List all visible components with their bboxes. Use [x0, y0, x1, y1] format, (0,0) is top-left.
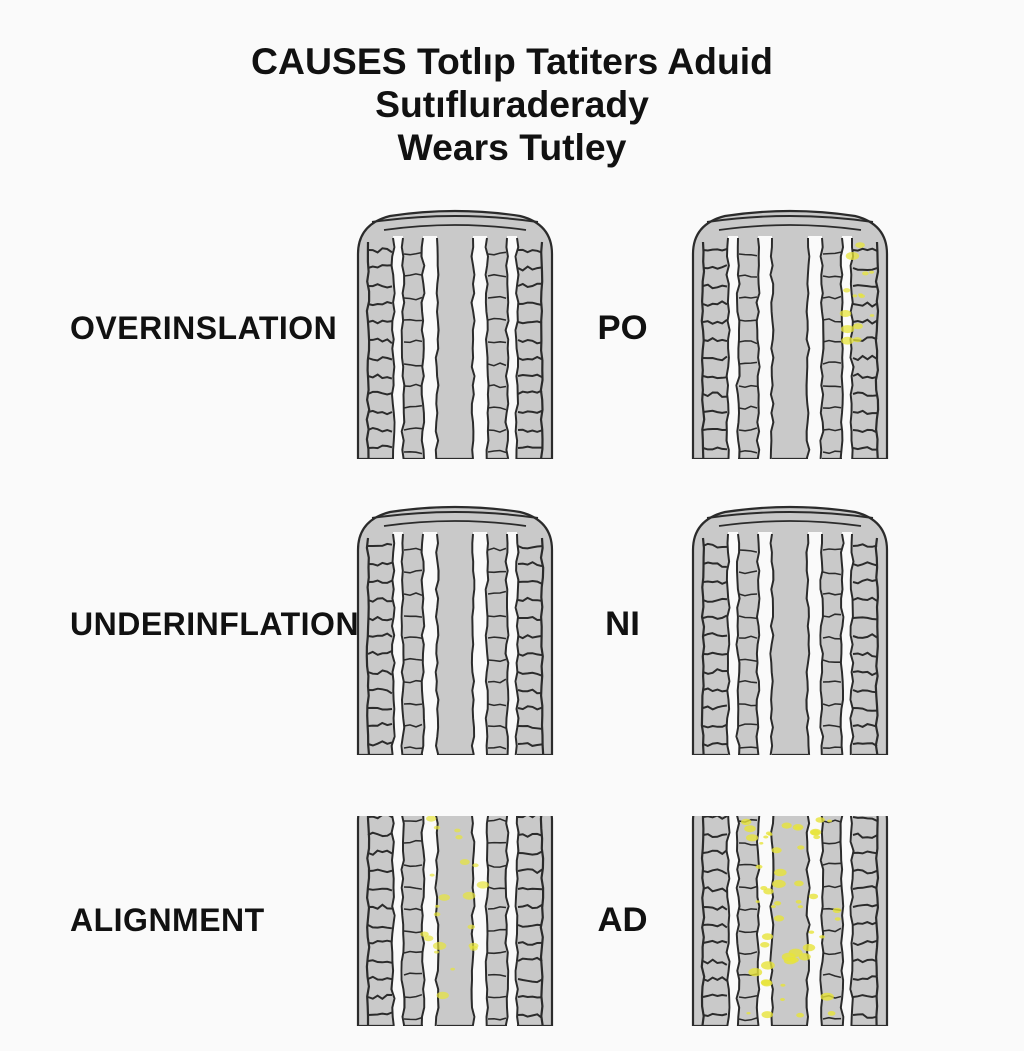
tire-under-left [340, 495, 570, 755]
row-label: OVERINSLATION [40, 310, 340, 347]
row-label: ALIGNMENT [40, 902, 340, 939]
title-line-1: CAUSES Totlıp Tatiters Aduid Sutıflurade… [122, 40, 902, 126]
row-alignment: ALIGNMENT AD [40, 791, 984, 1051]
tire-align-right [675, 816, 905, 1026]
title-line-2: Wears Tutley [122, 126, 902, 169]
tire-over-right [675, 199, 905, 459]
tire-over-left [340, 199, 570, 459]
row-label: UNDERINFLATION [40, 606, 340, 643]
tire-under-right [675, 495, 905, 755]
row-code: NI [570, 605, 675, 644]
row-code: AD [570, 901, 675, 940]
page-title: CAUSES Totlıp Tatiters Aduid Sutıflurade… [122, 40, 902, 169]
row-underinflation: UNDERINFLATION NI [40, 495, 984, 755]
row-code: PO [570, 309, 675, 348]
tire-align-left [340, 816, 570, 1026]
row-overinflation: OVERINSLATION PO [40, 199, 984, 459]
tire-grid: OVERINSLATION PO UNDERINFLATION NI ALIGN… [40, 199, 984, 1051]
infographic-page: CAUSES Totlıp Tatiters Aduid Sutıflurade… [0, 0, 1024, 1024]
